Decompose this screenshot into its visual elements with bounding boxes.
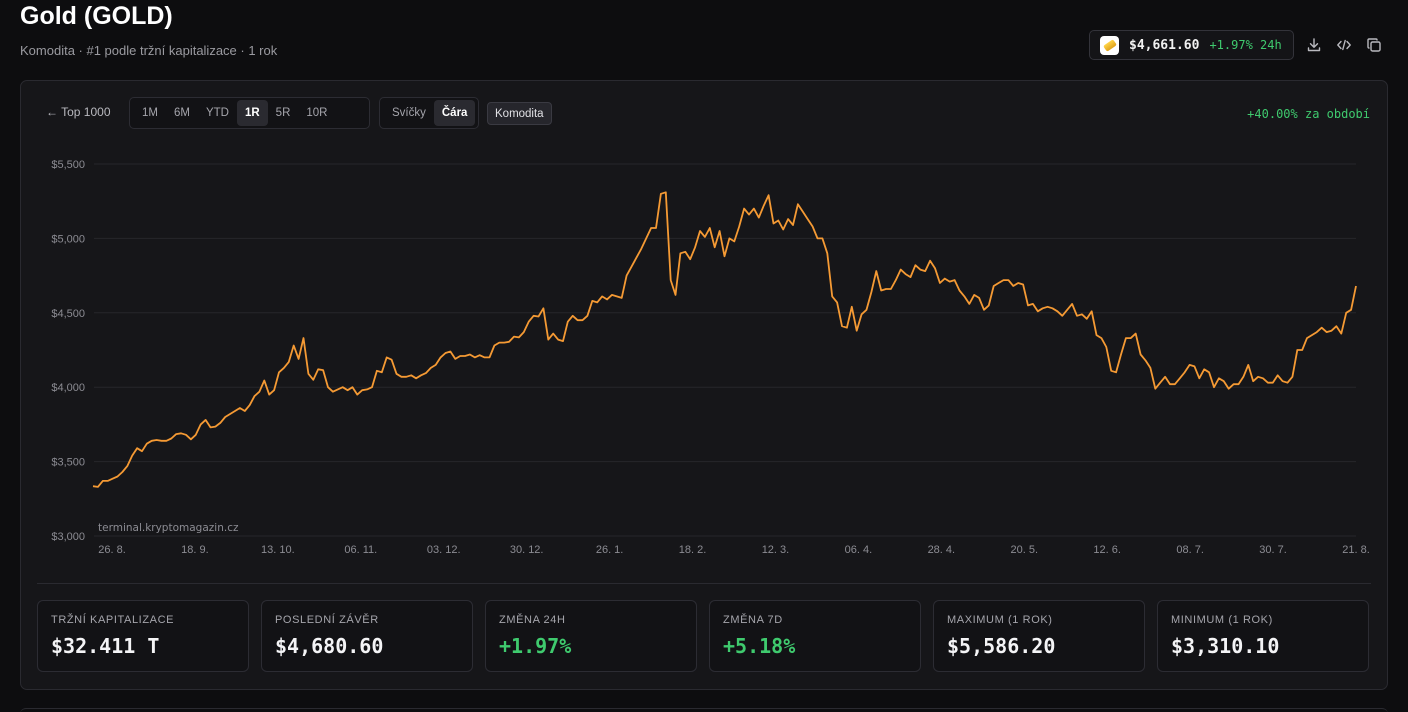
range-10r-button[interactable]: 10R — [306, 107, 328, 119]
y-tick-label: $3,500 — [51, 457, 85, 469]
x-tick-label: 30. 7. — [1259, 544, 1287, 556]
range-ytd-button[interactable]: YTD — [205, 107, 229, 119]
divider — [37, 583, 1371, 584]
stat-label: POSLEDNÍ ZÁVĚR — [275, 614, 379, 626]
stat-value: +1.97% — [499, 634, 572, 658]
x-tick-label: 12. 3. — [762, 544, 790, 556]
chart-type-selector: Svíčky Čára — [379, 97, 479, 129]
range-selector: 1M 6M YTD 1R 5R 10R — [129, 97, 370, 129]
y-tick-label: $5,000 — [51, 233, 85, 245]
price-change-24h: +1.97% 24h — [1209, 38, 1282, 52]
x-tick-label: 26. 1. — [596, 544, 624, 556]
price-line-chart[interactable]: $3,000 $3,500 $4,000 $4,500 $5,000 $5,500 26. … — [36, 150, 1376, 560]
x-tick-label: 28. 4. — [928, 544, 956, 556]
back-to-top1000-link[interactable]: ← Top 1000 — [46, 105, 111, 119]
category-tag[interactable]: Komodita — [487, 102, 552, 125]
stat-max-1y: MAXIMUM (1 ROK) $5,586.20 — [933, 600, 1145, 672]
stat-label: MINIMUM (1 ROK) — [1171, 614, 1273, 626]
watermark: terminal.kryptomagazin.cz — [98, 522, 239, 534]
page-subtitle: Komodita · #1 podle tržní kapitalizace ·… — [20, 43, 278, 58]
line-button[interactable]: Čára — [433, 100, 476, 126]
x-tick-label: 21. 8. — [1342, 544, 1370, 556]
stat-value: $3,310.10 — [1171, 634, 1280, 658]
stat-value: $32.411 T — [51, 634, 160, 658]
stat-label: MAXIMUM (1 ROK) — [947, 614, 1053, 626]
x-tick-label: 26. 8. — [98, 544, 126, 556]
stat-value: $4,680.60 — [275, 634, 384, 658]
stat-label: ZMĚNA 7D — [723, 614, 783, 626]
y-tick-label: $3,000 — [51, 531, 85, 543]
range-5r-button[interactable]: 5R — [275, 107, 291, 119]
next-panel-edge — [20, 708, 1388, 712]
period-change: +40.00% za období — [1247, 107, 1370, 121]
y-tick-label: $4,500 — [51, 308, 85, 320]
stat-min-1y: MINIMUM (1 ROK) $3,310.10 — [1157, 600, 1369, 672]
chart-panel — [20, 80, 1388, 690]
copy-icon[interactable] — [1363, 34, 1385, 56]
download-icon[interactable] — [1303, 34, 1325, 56]
page-title: Gold (GOLD) — [20, 2, 173, 30]
stat-label: TRŽNÍ KAPITALIZACE — [51, 614, 175, 626]
stat-value: $5,586.20 — [947, 634, 1056, 658]
stat-change-7d: ZMĚNA 7D +5.18% — [709, 600, 921, 672]
price-line-series — [92, 191, 1357, 488]
x-tick-label: 08. 7. — [1176, 544, 1204, 556]
range-1m-button[interactable]: 1M — [142, 107, 158, 119]
range-1r-button[interactable]: 1R — [236, 100, 268, 126]
candles-button[interactable]: Svíčky — [392, 107, 426, 119]
x-tick-label: 03. 12. — [427, 544, 461, 556]
x-tick-label: 30. 12. — [510, 544, 544, 556]
stat-label: ZMĚNA 24H — [499, 614, 566, 626]
gold-bar-icon — [1100, 35, 1119, 55]
x-tick-label: 06. 4. — [845, 544, 873, 556]
price-pill[interactable]: $4,661.60 +1.97% 24h — [1089, 30, 1294, 60]
x-tick-label: 12. 6. — [1093, 544, 1121, 556]
stat-change-24h: ZMĚNA 24H +1.97% — [485, 600, 697, 672]
y-tick-label: $5,500 — [51, 159, 85, 171]
stat-last-close: POSLEDNÍ ZÁVĚR $4,680.60 — [261, 600, 473, 672]
range-6m-button[interactable]: 6M — [173, 107, 190, 119]
current-price: $4,661.60 — [1129, 37, 1200, 53]
stat-market-cap: TRŽNÍ KAPITALIZACE $32.411 T — [37, 600, 249, 672]
embed-code-icon[interactable] — [1333, 34, 1355, 56]
x-tick-label: 13. 10. — [261, 544, 295, 556]
y-tick-label: $4,000 — [51, 382, 85, 394]
x-tick-label: 18. 9. — [181, 544, 209, 556]
x-tick-label: 20. 5. — [1011, 544, 1039, 556]
x-tick-label: 06. 11. — [344, 544, 377, 556]
stat-value: +5.18% — [723, 634, 796, 658]
x-tick-label: 18. 2. — [679, 544, 707, 556]
